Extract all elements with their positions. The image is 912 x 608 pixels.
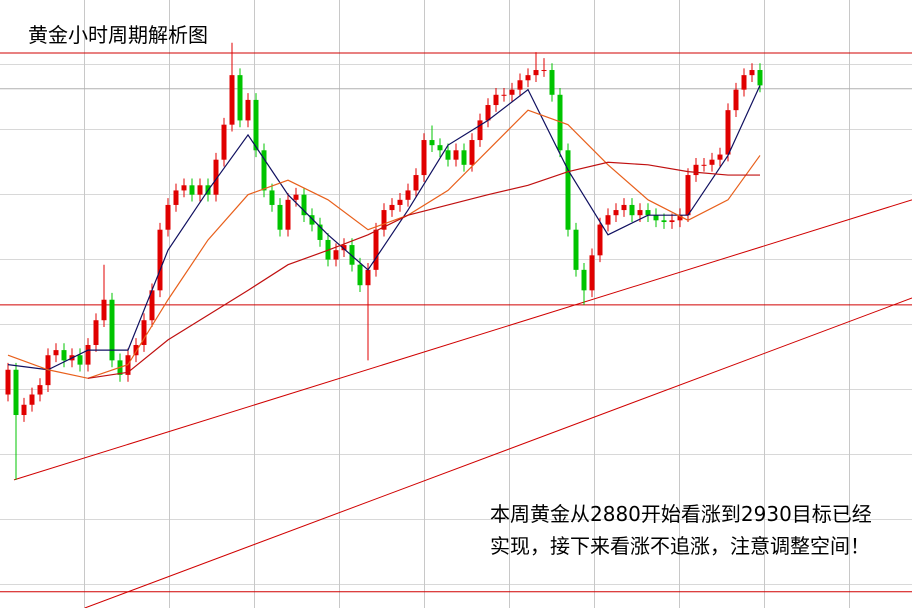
candle-body <box>61 350 67 361</box>
candle-body <box>389 204 395 211</box>
candle-body <box>229 75 235 125</box>
candle-body <box>709 159 715 165</box>
candle-body <box>293 194 299 200</box>
candle-body <box>501 94 507 96</box>
annotation: 本周黄金从2880开始看涨到2930目标已经 <box>490 502 872 526</box>
trend-line <box>13 199 912 481</box>
candle-body <box>653 215 659 221</box>
candle-body <box>37 385 43 395</box>
candle-body <box>157 229 163 291</box>
candle-body <box>493 94 499 106</box>
candle-body <box>237 75 243 121</box>
candle-body <box>613 210 619 216</box>
candle-body <box>365 269 371 286</box>
candle-body <box>85 344 91 365</box>
moving-average <box>87 161 760 379</box>
candle-body <box>109 299 115 361</box>
candle-body <box>301 194 307 216</box>
candle-body <box>357 264 363 286</box>
trend-line <box>84 297 912 608</box>
candle-body <box>629 204 635 216</box>
candle-body <box>541 70 547 72</box>
candle-body <box>333 250 339 260</box>
candle-body <box>509 89 515 95</box>
candle-body <box>453 150 459 160</box>
moving-average <box>7 109 761 379</box>
candle-body <box>149 290 155 321</box>
candle-body <box>93 320 99 345</box>
candle-body <box>213 159 219 195</box>
chart-title: 黄金小时周期解析图 <box>28 23 208 47</box>
candle-body <box>693 164 699 176</box>
candle-body <box>701 164 707 166</box>
candle-body <box>581 269 587 291</box>
candle-body <box>77 355 83 365</box>
candle-body <box>669 220 675 223</box>
candle-body <box>277 204 283 230</box>
candle-body <box>101 299 107 321</box>
candle-body <box>637 210 643 216</box>
candle-body <box>165 204 171 230</box>
candle-body <box>21 404 27 416</box>
candle-body <box>397 199 403 205</box>
candle-body <box>373 229 379 270</box>
candle-body <box>29 394 35 405</box>
candle-body <box>141 320 147 345</box>
candle-body <box>341 245 347 251</box>
candle-body <box>573 229 579 270</box>
candle-body <box>53 350 59 356</box>
annotation: 实现，接下来看涨不追涨，注意调整空间！ <box>490 534 870 558</box>
candle-body <box>253 99 259 151</box>
candle-body <box>437 145 443 151</box>
candle-body <box>309 215 315 225</box>
candle-body <box>717 154 723 160</box>
candle-body <box>349 245 355 265</box>
candle-body <box>485 105 491 121</box>
candle-body <box>413 175 419 191</box>
candle-body <box>317 224 323 240</box>
candle-body <box>421 140 427 176</box>
candle-body <box>565 150 571 230</box>
candle-body <box>133 344 139 356</box>
candle-body <box>245 99 251 121</box>
candle-body <box>5 369 11 395</box>
candle-body <box>477 120 483 141</box>
candle-body <box>445 150 451 160</box>
candle-body <box>685 175 691 216</box>
candle-body <box>741 75 747 90</box>
moving-average <box>7 85 761 371</box>
candle-body <box>661 220 667 223</box>
candle-body <box>285 199 291 230</box>
candle-body <box>621 204 627 211</box>
candle-body <box>381 210 387 230</box>
candle-body <box>517 80 523 90</box>
candle-body <box>533 70 539 76</box>
candle-body <box>645 210 651 216</box>
candle-body <box>757 70 763 86</box>
candle-body <box>189 185 195 195</box>
candle-body <box>677 215 683 221</box>
candle-body <box>197 185 203 195</box>
candle-body <box>605 215 611 225</box>
candle-body <box>725 110 731 155</box>
candle-body <box>221 124 227 160</box>
candle-body <box>733 89 739 111</box>
candle-body <box>405 190 411 200</box>
candle-body <box>469 140 475 165</box>
candle-body <box>181 185 187 191</box>
candle-body <box>549 70 555 95</box>
candle-body <box>13 369 19 416</box>
candle-body <box>269 190 275 205</box>
candle-body <box>589 255 595 291</box>
candle-body <box>749 70 755 76</box>
candle-body <box>525 75 531 81</box>
candle-body <box>429 140 435 146</box>
candle-body <box>461 150 467 165</box>
candle-body <box>557 94 563 151</box>
candle-body <box>261 150 267 191</box>
candle-body <box>173 190 179 205</box>
candle-body <box>597 224 603 256</box>
